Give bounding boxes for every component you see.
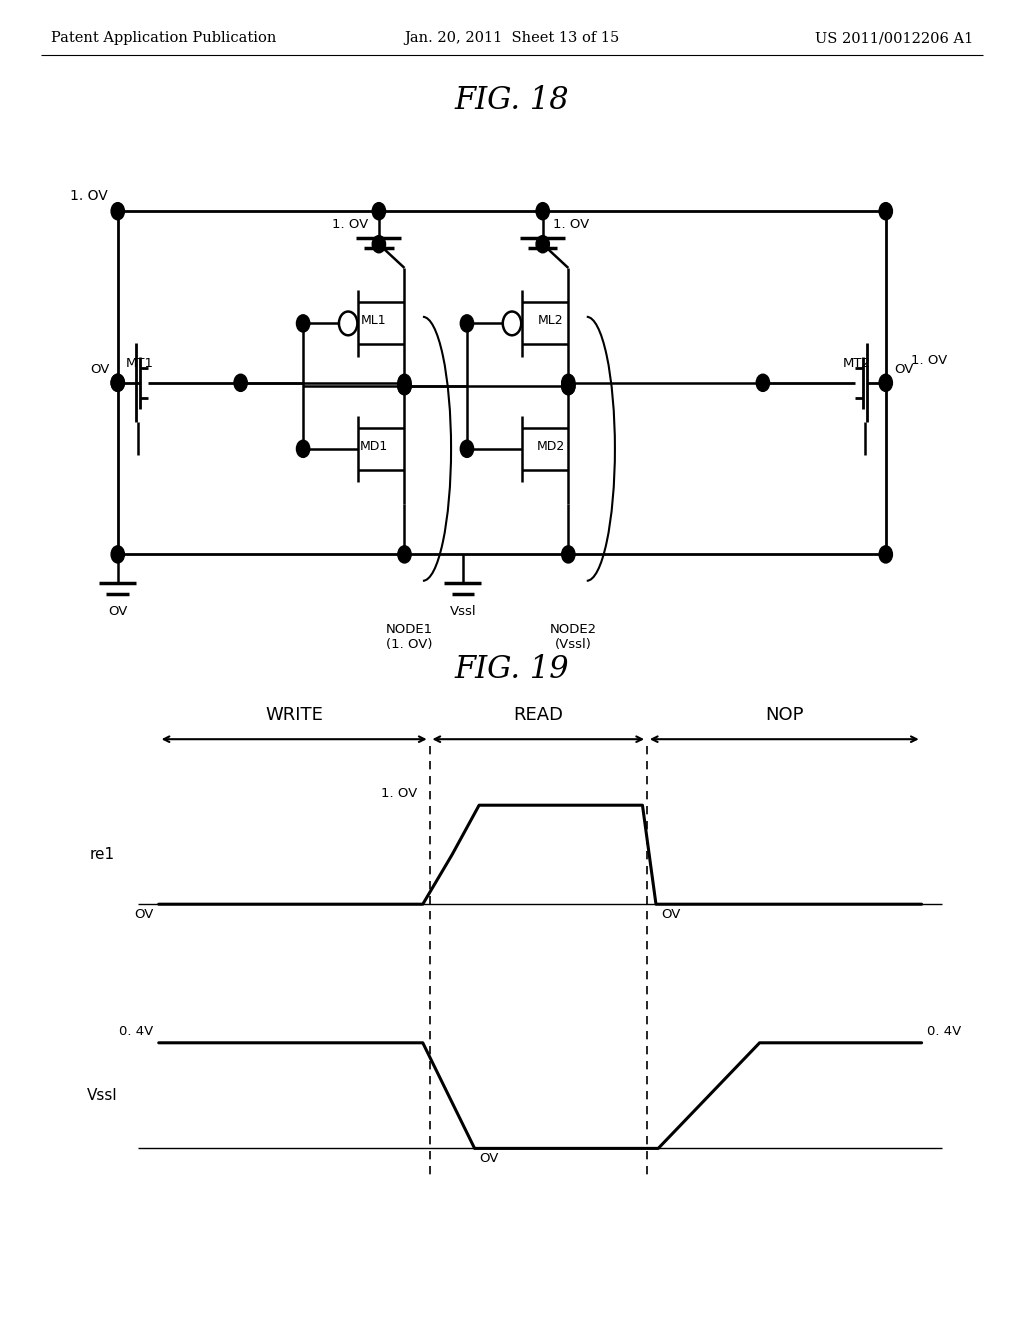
- Text: (Vssl): (Vssl): [555, 638, 592, 651]
- Text: MT2: MT2: [843, 356, 870, 370]
- Text: MD2: MD2: [537, 440, 565, 453]
- Text: MT1: MT1: [126, 356, 154, 370]
- Circle shape: [296, 440, 309, 458]
- Circle shape: [537, 236, 549, 253]
- Text: OV: OV: [662, 908, 681, 921]
- Circle shape: [460, 314, 473, 333]
- Circle shape: [372, 203, 385, 219]
- Text: 0. 4V: 0. 4V: [927, 1024, 961, 1038]
- Text: Vssl: Vssl: [450, 605, 476, 618]
- Text: WRITE: WRITE: [265, 706, 323, 725]
- Circle shape: [879, 375, 892, 392]
- Text: NOP: NOP: [765, 706, 804, 725]
- Circle shape: [397, 378, 412, 395]
- Circle shape: [756, 375, 770, 392]
- Circle shape: [562, 378, 575, 395]
- Circle shape: [397, 378, 412, 395]
- Text: FIG. 19: FIG. 19: [455, 653, 569, 685]
- Circle shape: [111, 546, 125, 564]
- Circle shape: [372, 236, 385, 253]
- Text: 1. OV: 1. OV: [381, 787, 418, 800]
- Circle shape: [111, 375, 125, 392]
- Circle shape: [111, 375, 125, 392]
- Text: (1. OV): (1. OV): [386, 638, 433, 651]
- Text: NODE1: NODE1: [386, 623, 433, 636]
- Circle shape: [562, 546, 575, 564]
- Text: ML1: ML1: [360, 314, 387, 327]
- Text: FIG. 18: FIG. 18: [455, 84, 569, 116]
- Text: 0. 4V: 0. 4V: [120, 1024, 154, 1038]
- Circle shape: [537, 203, 549, 219]
- Text: NODE2: NODE2: [550, 623, 597, 636]
- Text: Jan. 20, 2011  Sheet 13 of 15: Jan. 20, 2011 Sheet 13 of 15: [404, 32, 620, 45]
- Text: OV: OV: [894, 363, 913, 376]
- Circle shape: [879, 546, 892, 564]
- Text: ML2: ML2: [538, 314, 564, 327]
- Text: Vssl: Vssl: [87, 1088, 118, 1104]
- Circle shape: [562, 378, 575, 395]
- Circle shape: [233, 375, 248, 392]
- Text: 1. OV: 1. OV: [911, 354, 947, 367]
- Circle shape: [397, 546, 412, 564]
- Circle shape: [111, 203, 125, 219]
- Circle shape: [397, 375, 412, 392]
- Text: Patent Application Publication: Patent Application Publication: [51, 32, 276, 45]
- Text: OV: OV: [134, 908, 154, 921]
- Text: 1. OV: 1. OV: [333, 218, 369, 231]
- Circle shape: [562, 375, 575, 392]
- Text: READ: READ: [513, 706, 563, 725]
- Text: 1. OV: 1. OV: [553, 218, 589, 231]
- Circle shape: [296, 314, 309, 333]
- Text: US 2011/0012206 A1: US 2011/0012206 A1: [814, 32, 973, 45]
- Text: OV: OV: [109, 605, 127, 618]
- Text: MD1: MD1: [359, 440, 388, 453]
- Circle shape: [460, 440, 473, 458]
- Circle shape: [879, 203, 892, 219]
- Text: 1. OV: 1. OV: [70, 189, 108, 203]
- Text: OV: OV: [479, 1152, 499, 1166]
- Text: OV: OV: [90, 363, 110, 376]
- Text: re1: re1: [90, 847, 115, 862]
